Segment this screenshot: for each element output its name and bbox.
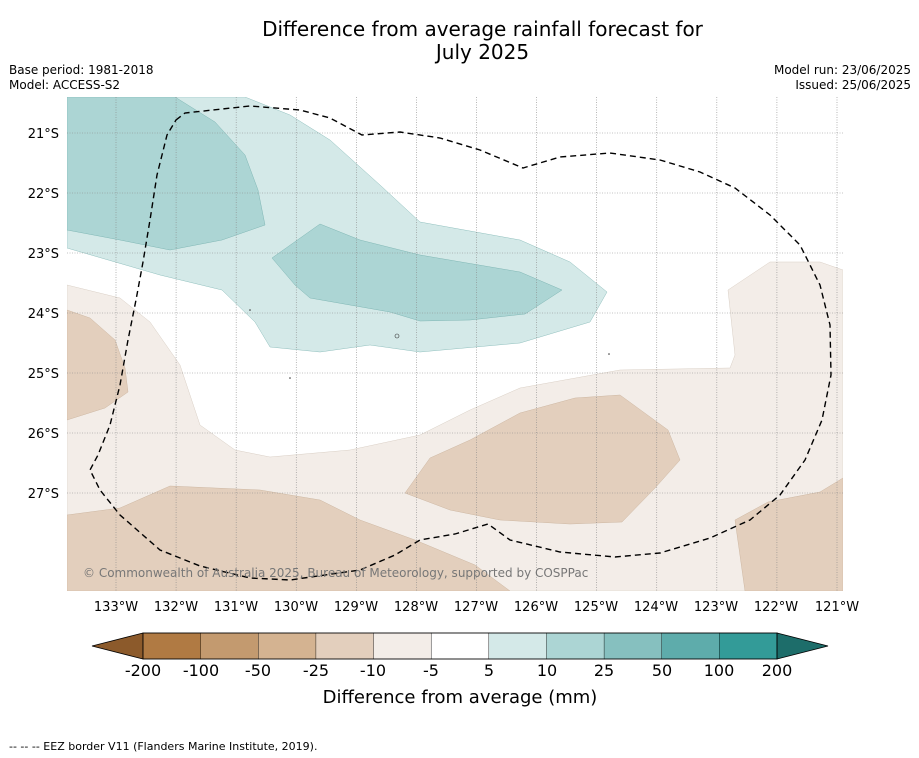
contour-wet-northwest [67,97,266,251]
contour-dry-center [404,394,681,525]
colorbar-swatches [142,632,778,660]
base-period: Base period: 1981-2018 [9,63,154,77]
colorbar-tick: -25 [303,661,329,680]
colorbar-label: Difference from average (mm) [323,687,598,708]
colorbar: -200 -100 -50 -25 -10 -5 5 10 25 50 100 … [91,632,829,708]
contour-speck [249,309,251,311]
colorbar-swatch [661,632,721,660]
lat-label: 23°S [28,247,59,262]
lon-label: 126°W [514,600,558,615]
contour-speck [608,353,610,355]
lon-label: 122°W [754,600,798,615]
lat-label: 26°S [28,427,59,442]
colorbar-tick: 50 [652,661,672,680]
colorbar-arrow-low [91,632,144,660]
contour-speck [289,377,291,379]
colorbar-swatch [200,632,259,660]
colorbar-tick: 200 [762,661,793,680]
lon-label: 123°W [694,600,738,615]
lat-label: 27°S [28,487,59,502]
lat-label: 24°S [28,307,59,322]
meta-left: Base period: 1981-2018 Model: ACCESS-S2 [9,63,154,93]
title-line-2: July 2025 [435,40,530,64]
contour-dry-west [67,309,129,421]
colorbar-swatch [315,632,375,660]
contour-speck [394,333,400,339]
lon-label: 121°W [815,600,859,615]
lon-label: 131°W [214,600,258,615]
lon-label: 129°W [334,600,378,615]
colorbar-tick: -5 [423,661,439,680]
chart-title: Difference from average rainfall forecas… [0,18,919,64]
colorbar-tick: -10 [360,661,386,680]
copyright-text: © Commonwealth of Australia 2025, Bureau… [83,566,588,580]
lon-label: 132°W [154,600,198,615]
colorbar-tick: -100 [183,661,219,680]
contour-dry-southwest [67,485,511,591]
colorbar-tick: -200 [125,661,161,680]
colorbar-tick-labels: -200 -100 -50 -25 -10 -5 5 10 25 50 100 … [125,661,792,680]
colorbar-swatch [373,632,432,660]
footer-note: -- -- -- EEZ border V11 (Flanders Marine… [9,740,318,753]
colorbar-swatch [546,632,605,660]
lon-label: 125°W [574,600,618,615]
contour-wet-central [271,223,563,322]
lon-label: 127°W [454,600,498,615]
map-area: © Commonwealth of Australia 2025, Bureau… [67,97,843,591]
lon-label: 124°W [634,600,678,615]
colorbar-swatch [258,632,317,660]
lon-label: 133°W [94,600,138,615]
eez-border [89,105,832,581]
gridlines [67,97,843,591]
lon-labels: 133°W 132°W 131°W 130°W 129°W 128°W 127°… [94,600,859,615]
issued-date: Issued: 25/06/2025 [795,78,911,92]
lat-label: 21°S [28,127,59,142]
colorbar-swatch [603,632,663,660]
lat-labels: 21°S 22°S 23°S 24°S 25°S 26°S 27°S [28,127,59,502]
meta-right: Model run: 23/06/2025 Issued: 25/06/2025 [774,63,911,93]
colorbar-tick: 100 [704,661,735,680]
lon-label: 130°W [274,600,318,615]
lon-label: 128°W [394,600,438,615]
title-line-1: Difference from average rainfall forecas… [262,17,703,41]
model-name: Model: ACCESS-S2 [9,78,121,92]
colorbar-tick: 5 [484,661,494,680]
colorbar-tick: -50 [245,661,271,680]
colorbar-swatch [488,632,548,660]
colorbar-swatch [142,632,202,660]
colorbar-swatch [430,632,490,660]
colorbar-tick: 25 [594,661,614,680]
colorbar-frame [142,632,778,660]
model-run: Model run: 23/06/2025 [773,63,911,77]
colorbar-arrow-high [776,632,829,660]
colorbar-swatch [719,632,778,660]
colorbar-tick: 10 [537,661,557,680]
lat-label: 22°S [28,187,59,202]
lat-label: 25°S [28,367,59,382]
contour-dry-southeast [734,477,843,591]
